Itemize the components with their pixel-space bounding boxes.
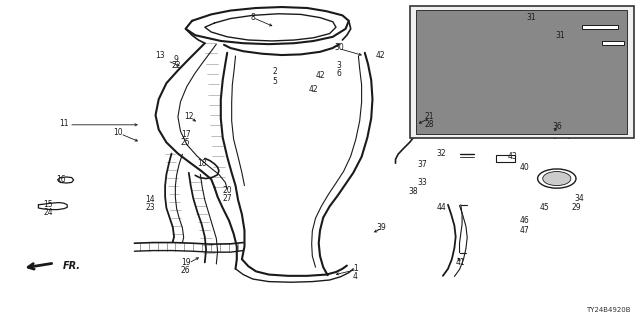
Text: 2: 2 [273, 68, 278, 76]
Text: 18: 18 [197, 159, 206, 168]
Text: 32: 32 [436, 149, 447, 158]
Text: 21: 21 [424, 112, 433, 121]
Text: 28: 28 [424, 120, 433, 129]
Text: 11: 11 [60, 119, 68, 128]
Text: 24: 24 [43, 208, 53, 217]
Text: 39: 39 [376, 223, 386, 232]
Text: 8: 8 [250, 13, 255, 22]
Text: 22: 22 [172, 61, 180, 70]
Text: 38: 38 [408, 188, 418, 196]
Text: 26: 26 [180, 266, 191, 275]
Text: 16: 16 [56, 175, 66, 184]
Text: 42: 42 [376, 52, 386, 60]
Text: 44: 44 [436, 204, 447, 212]
Text: 33: 33 [417, 178, 428, 187]
Text: FR.: FR. [63, 260, 81, 271]
Text: 40: 40 [520, 164, 530, 172]
Text: 34: 34 [574, 194, 584, 203]
Text: 43: 43 [507, 152, 517, 161]
Text: 17: 17 [180, 130, 191, 139]
Text: 12: 12 [184, 112, 193, 121]
Bar [582, 25, 618, 29]
Text: 46: 46 [520, 216, 530, 225]
Circle shape [543, 172, 571, 186]
Text: 29: 29 [571, 204, 581, 212]
Text: 31: 31 [555, 31, 565, 40]
Text: 47: 47 [520, 226, 530, 235]
Text: 5: 5 [273, 77, 278, 86]
Text: 42: 42 [308, 85, 319, 94]
Text: 14: 14 [145, 196, 156, 204]
Bar [496, 155, 515, 162]
Bar [602, 41, 624, 45]
Text: 9: 9 [173, 55, 179, 64]
Text: 1: 1 [353, 264, 358, 273]
Bar [416, 10, 627, 134]
Text: 36: 36 [552, 122, 562, 131]
Text: 37: 37 [417, 160, 428, 169]
Text: TY24B4920B: TY24B4920B [586, 307, 630, 313]
Text: 27: 27 [222, 194, 232, 203]
Text: 10: 10 [113, 128, 124, 137]
Text: 3: 3 [337, 61, 342, 70]
Text: 23: 23 [145, 204, 156, 212]
Text: 13: 13 [155, 52, 165, 60]
Text: 30: 30 [334, 44, 344, 52]
Text: 41: 41 [456, 258, 466, 267]
Text: 15: 15 [43, 200, 53, 209]
Text: 42: 42 [315, 71, 325, 80]
Text: 19: 19 [180, 258, 191, 267]
Text: 4: 4 [353, 272, 358, 281]
Text: 6: 6 [337, 69, 342, 78]
Text: 25: 25 [180, 138, 191, 147]
Circle shape [538, 169, 576, 188]
Text: 45: 45 [539, 204, 549, 212]
Text: 20: 20 [222, 186, 232, 195]
Text: 31: 31 [526, 13, 536, 22]
Bar [410, 6, 634, 138]
